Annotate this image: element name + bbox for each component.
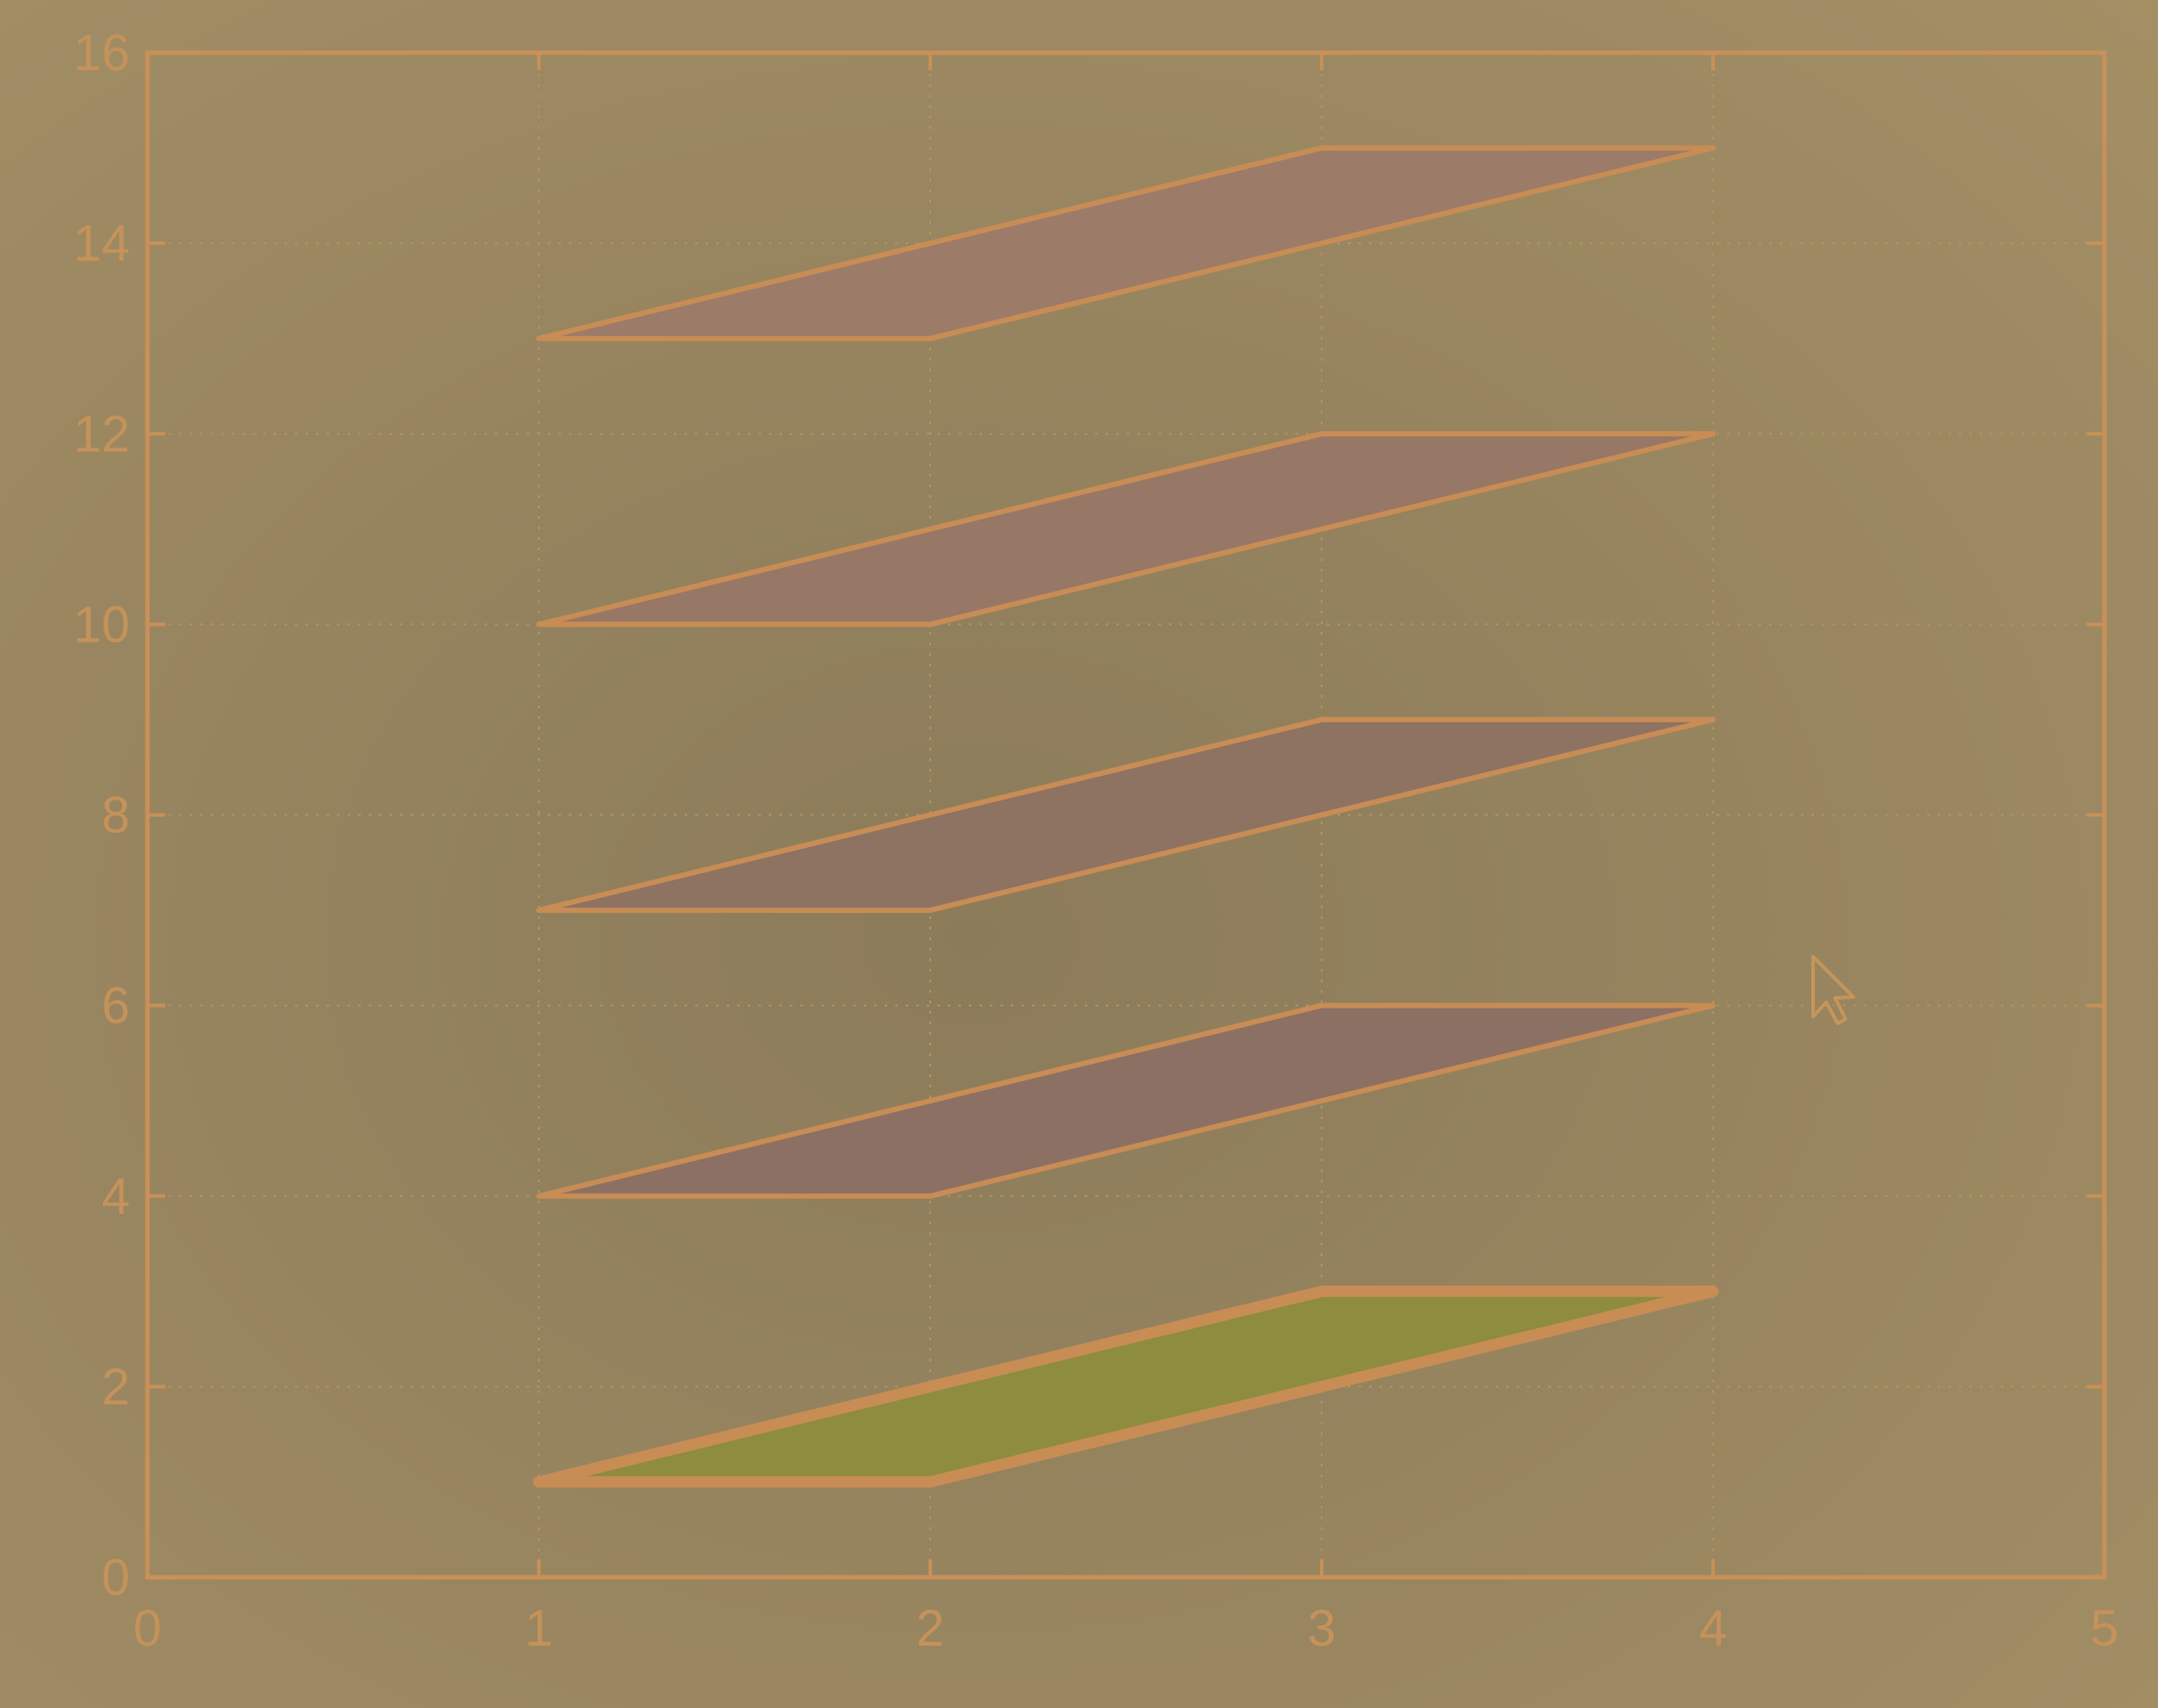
y-tick-label-1: 2 [102,1359,130,1416]
parallelogram-2 [536,1002,1716,1199]
y-tick-label-8: 16 [73,25,130,82]
x-tick-label-2: 2 [916,1600,944,1657]
x-tick-label-1: 1 [525,1600,553,1657]
y-tick-label-3: 6 [102,978,130,1035]
x-tick-label-3: 3 [1308,1600,1336,1657]
y-tick-label-4: 8 [102,787,130,844]
x-tick-label-5: 5 [2090,1600,2119,1657]
y-tick-label-6: 12 [73,405,130,463]
parallelogram-4 [536,431,1716,628]
parallelogram-1 [533,1285,1719,1488]
parallelogram-3 [536,716,1716,914]
parallelogram-5 [536,145,1716,341]
axes [145,50,2107,1580]
mouse-pointer-icon [1811,955,1855,1025]
x-tick-label-4: 4 [1699,1600,1727,1657]
y-tick-label-5: 10 [73,596,130,653]
y-tick-label-0: 0 [102,1549,130,1606]
plot-shapes [533,145,1719,1488]
y-tick-label-7: 14 [73,215,130,272]
y-tick-label-2: 4 [102,1168,130,1225]
x-tick-label-0: 0 [133,1600,161,1657]
